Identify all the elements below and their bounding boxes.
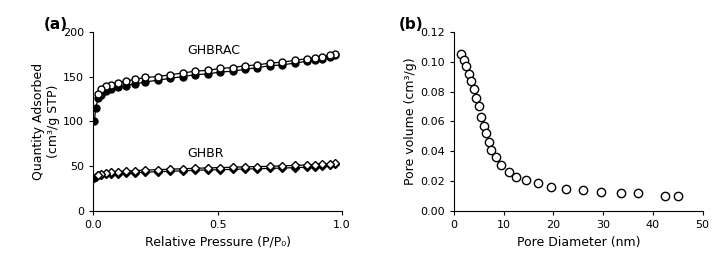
Text: GHBR: GHBR	[188, 147, 224, 160]
X-axis label: Pore Diameter (nm): Pore Diameter (nm)	[516, 236, 640, 249]
Text: (a): (a)	[44, 17, 67, 32]
Text: (b): (b)	[399, 17, 424, 32]
Y-axis label: Pore volume (cm³/g): Pore volume (cm³/g)	[404, 58, 417, 185]
X-axis label: Relative Pressure (P/P₀): Relative Pressure (P/P₀)	[145, 236, 290, 249]
Y-axis label: Quantity Adsorbed
(cm³/g STP): Quantity Adsorbed (cm³/g STP)	[32, 63, 60, 180]
Text: GHBRAC: GHBRAC	[188, 44, 241, 57]
